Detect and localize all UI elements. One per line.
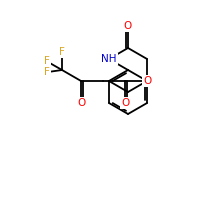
Text: O: O [121, 98, 129, 108]
Text: O: O [77, 98, 85, 108]
Text: F: F [59, 47, 65, 57]
Text: NH: NH [101, 54, 117, 64]
Text: O: O [124, 21, 132, 31]
Text: O: O [143, 76, 151, 86]
Text: F: F [44, 67, 50, 77]
Text: F: F [44, 56, 50, 66]
